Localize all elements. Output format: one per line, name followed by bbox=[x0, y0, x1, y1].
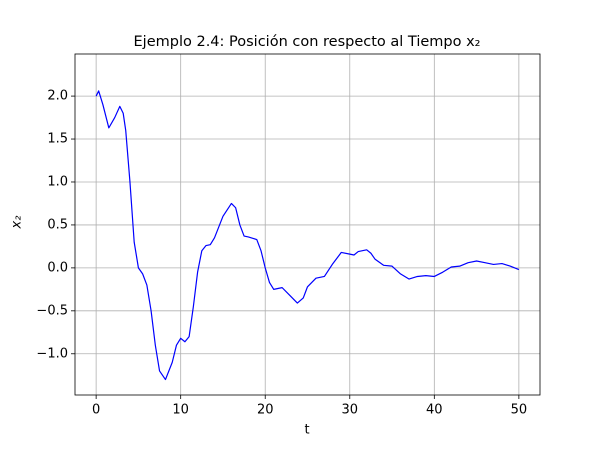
y-tick-label: 1.5 bbox=[47, 132, 68, 147]
y-tick-label: −1.0 bbox=[36, 346, 68, 361]
y-tick-label: 0.0 bbox=[47, 260, 68, 275]
plot-frame bbox=[74, 53, 541, 396]
y-tick-label: 2.0 bbox=[47, 89, 68, 104]
x-tick-label: 0 bbox=[92, 403, 100, 418]
x-tick-label: 30 bbox=[341, 403, 358, 418]
data-line bbox=[95, 90, 520, 381]
y-axis-label: x₂ bbox=[10, 216, 25, 230]
x-axis-label: t bbox=[304, 423, 309, 438]
y-tick-label: −0.5 bbox=[36, 303, 68, 318]
y-tick-label: 1.0 bbox=[47, 174, 68, 189]
chart-title: Ejemplo 2.4: Posición con respecto al Ti… bbox=[134, 34, 481, 50]
x-tick-label: 10 bbox=[172, 403, 189, 418]
x-tick-label: 40 bbox=[426, 403, 443, 418]
y-tick-label: 0.5 bbox=[47, 217, 68, 232]
x-tick-label: 20 bbox=[257, 403, 274, 418]
x-tick-label: 50 bbox=[511, 403, 528, 418]
